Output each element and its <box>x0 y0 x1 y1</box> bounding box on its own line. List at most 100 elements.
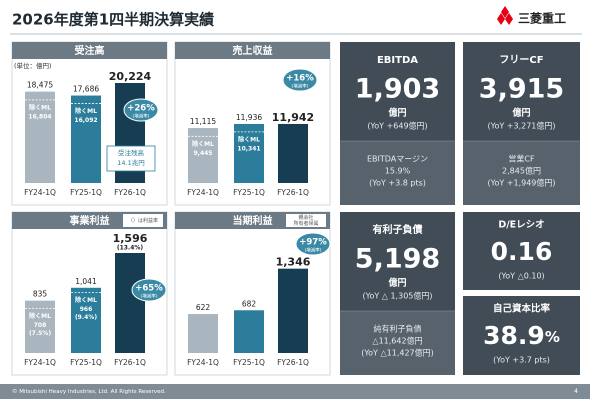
panel-title: 当期利益 <box>233 214 273 227</box>
kpi-yoy: (YoY △ 1,305億円) <box>363 291 433 301</box>
kpi-sub-text: 純有利子負債 <box>374 324 422 334</box>
bar <box>278 123 308 183</box>
note-box <box>123 214 163 227</box>
change-badge <box>282 68 318 92</box>
kpi-sub-text: 2,845億円 <box>502 166 541 176</box>
kpi-box <box>463 296 580 375</box>
logo: 三菱重工 <box>497 6 566 26</box>
kpi-sub-text: (YoY +1,949億円) <box>488 178 556 188</box>
bar <box>188 128 218 183</box>
kpi-title: 自己資本比率 <box>493 303 551 315</box>
unit-note: (単位：億円) <box>14 61 52 70</box>
kpi-title: EBITDA <box>377 55 418 66</box>
value-label: 11,115 <box>190 117 216 126</box>
kpi-sub-text: 営業CF <box>508 154 535 164</box>
backlog-label: 受注残高 <box>118 148 145 157</box>
change-badge <box>131 278 167 302</box>
x-tick-label: FY26-1Q <box>114 358 146 367</box>
excluding-ml-margin: (7.5%) <box>29 330 51 337</box>
bar <box>71 287 101 353</box>
x-tick-label: FY24-1Q <box>24 188 56 197</box>
kpi-sub-box <box>340 311 455 375</box>
value-label: 11,936 <box>236 113 262 122</box>
kpi-sub-text: (YoY +3.8 pts) <box>369 179 426 188</box>
excluding-ml-label: 除くML <box>75 296 97 304</box>
bar <box>188 314 218 353</box>
logo-text: 三菱重工 <box>518 11 566 26</box>
value-label: 18,475 <box>27 81 53 90</box>
kpi-sub-box <box>463 141 580 205</box>
value-label: 20,224 <box>109 70 152 83</box>
x-tick-label: FY26-1Q <box>277 188 309 197</box>
kpi-yoy: (YoY +649億円) <box>367 121 427 131</box>
kpi-sub-box <box>340 141 455 205</box>
excluding-ml-value: 16,092 <box>74 117 97 124</box>
excluding-ml-value: 9,445 <box>194 150 213 157</box>
kpi-unit: 億円 <box>512 107 530 119</box>
excluding-ml-value: 708 <box>34 322 47 329</box>
kpi-value: 0.16 <box>491 237 553 266</box>
kpi-value: 5,198 <box>355 244 440 275</box>
margin-label: (13.4%) <box>117 245 144 252</box>
change-note: (増減率) <box>304 247 321 254</box>
value-label: 835 <box>33 290 48 299</box>
value-label: 1,596 <box>113 232 148 245</box>
change-label: +26% <box>127 104 155 114</box>
bar <box>25 91 55 183</box>
panel-header <box>12 42 167 59</box>
change-label: +65% <box>135 284 163 294</box>
x-tick-label: FY25-1Q <box>70 358 102 367</box>
kpi-sub-text: EBITDAマージン <box>367 155 428 164</box>
excluding-ml-label: 除くML <box>29 103 51 111</box>
bar <box>234 310 264 353</box>
excluding-ml-label: 除くML <box>75 107 97 115</box>
change-badge <box>295 232 331 256</box>
panel-title: 受注高 <box>75 44 105 57</box>
slide-title: 2026年度第1四半期決算実績 <box>12 11 214 29</box>
note-box <box>286 214 326 227</box>
kpi-sub-text: 15.9% <box>385 167 411 176</box>
kpi-yoy: (YoY △0.10) <box>498 272 544 281</box>
excluding-ml-label: 除くML <box>192 140 214 148</box>
panel-title: 事業利益 <box>70 214 110 227</box>
copyright: © Mitsubishi Heavy Industries, Ltd. All … <box>12 388 166 395</box>
panel-title: 売上収益 <box>233 44 273 57</box>
kpi-title: フリーCF <box>499 54 543 66</box>
kpi-title: 有利子負債 <box>373 223 423 236</box>
value-label: 622 <box>196 303 211 312</box>
bar <box>234 123 264 183</box>
change-badge <box>123 98 159 122</box>
panel-note: 親会社 <box>298 214 313 221</box>
bar <box>115 253 145 353</box>
value-label: 11,942 <box>272 111 314 124</box>
excluding-ml-label: 除くML <box>29 312 51 320</box>
change-label: +16% <box>286 74 314 84</box>
kpi-value: 38.9% <box>483 321 560 350</box>
excluding-ml-label: 除くML <box>238 135 260 143</box>
kpi-title: D/Eレシオ <box>498 220 544 231</box>
excluding-ml-margin: (9.4%) <box>75 314 97 321</box>
excluding-ml-value: 16,804 <box>28 113 51 120</box>
footer-bar <box>0 384 590 399</box>
value-label: 1,346 <box>276 256 311 269</box>
change-note: (増減率) <box>291 83 308 90</box>
bar <box>25 300 55 353</box>
kpi-yoy: (YoY +3,271億円) <box>488 121 556 131</box>
x-tick-label: FY26-1Q <box>277 358 309 367</box>
backlog-value: 14.1兆円 <box>117 158 144 167</box>
change-note: (増減率) <box>132 113 149 120</box>
panel-header <box>175 42 330 59</box>
value-label: 17,686 <box>73 85 99 94</box>
kpi-unit: 億円 <box>388 107 406 119</box>
backlog-box <box>106 145 156 172</box>
kpi-yoy: (YoY +3.7 pts) <box>493 356 550 365</box>
kpi-box <box>463 212 580 290</box>
kpi-value: 3,915 <box>479 74 564 105</box>
excluding-ml-value: 10,341 <box>237 145 260 152</box>
x-tick-label: FY25-1Q <box>233 188 265 197</box>
panel-note: （）は利益率 <box>128 217 158 224</box>
bar <box>278 268 308 353</box>
kpi-sub-text: (YoY △11,427億円) <box>361 348 434 358</box>
panel-note: 所有者帰属 <box>293 220 318 227</box>
